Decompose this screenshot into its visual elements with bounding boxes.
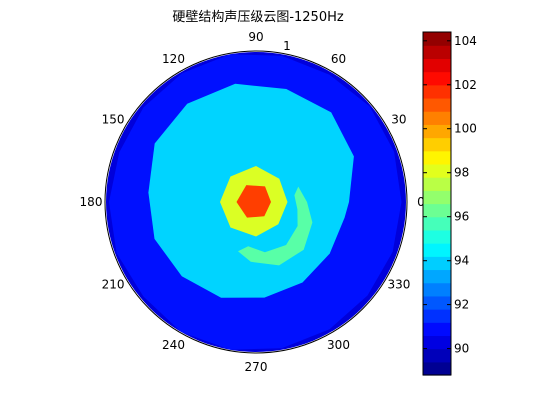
colorbar-tick-label: 104 [454,34,477,48]
contour-fill [106,52,406,352]
colorbar-band [423,124,451,139]
colorbar-band [423,111,451,125]
colorbar-band [423,309,451,323]
angle-tick-330: 330 [387,278,410,292]
colorbar-tick-label: 94 [454,254,469,268]
colorbar-band [423,71,451,86]
angle-tick-180: 180 [80,195,103,209]
colorbar-band [423,322,451,337]
colorbar-ticks: 90 92 94 96 98 100 102 104 [423,34,477,356]
colorbar-band [423,229,451,244]
colorbar-band [423,256,451,271]
colorbar-band [423,282,451,297]
radial-marker-label: 1 [283,39,291,53]
colorbar-band [423,163,451,178]
angle-tick-300: 300 [327,338,350,352]
colorbar-band [423,32,451,46]
angle-tick-0: 0 [417,195,425,209]
colorbar-tick-label: 102 [454,78,477,92]
colorbar-band [423,150,451,165]
angle-tick-240: 240 [162,338,185,352]
angle-tick-120: 120 [162,52,185,66]
angle-tick-60: 60 [331,52,346,66]
colorbar-band [423,335,451,350]
colorbar-band [423,269,451,284]
contour-region-2 [238,186,313,266]
colorbar-band [423,361,451,376]
colorbar-band [423,97,451,112]
colorbar-tick-label: 90 [454,342,469,356]
angle-tick-90: 90 [248,30,263,44]
colorbar-band [423,216,451,231]
colorbar-band [423,203,451,218]
polar-plot: 0 30 60 90 120 150 180 210 240 270 300 330 1 [80,30,425,374]
colorbar-band [423,58,451,73]
colorbar-band [423,177,451,191]
colorbar: 90 92 94 96 98 100 102 104 [422,31,477,376]
colorbar-band [423,137,451,152]
angle-tick-150: 150 [102,113,125,127]
colorbar-band [423,348,451,363]
colorbar-band [423,84,451,99]
colorbar-band [423,45,451,59]
angle-tick-270: 270 [245,360,268,374]
colorbar-tick-label: 98 [454,166,469,180]
colorbar-frame [422,31,452,376]
colorbar-tick-label: 100 [454,122,477,136]
colorbar-tick-label: 92 [454,298,469,312]
colorbar-bands [423,32,451,376]
colorbar-band [423,190,451,205]
colorbar-tick-label: 96 [454,210,469,224]
angle-tick-210: 210 [102,278,125,292]
colorbar-band [423,243,451,257]
colorbar-band [423,295,451,310]
chart-title: 硬壁结构声压级云图-1250Hz [172,10,344,25]
contour-region-4 [236,185,271,218]
angle-ticks: 0 30 60 90 120 150 180 210 240 270 300 330 [80,30,425,374]
angle-tick-30: 30 [391,113,406,127]
polar-frame [104,50,408,354]
